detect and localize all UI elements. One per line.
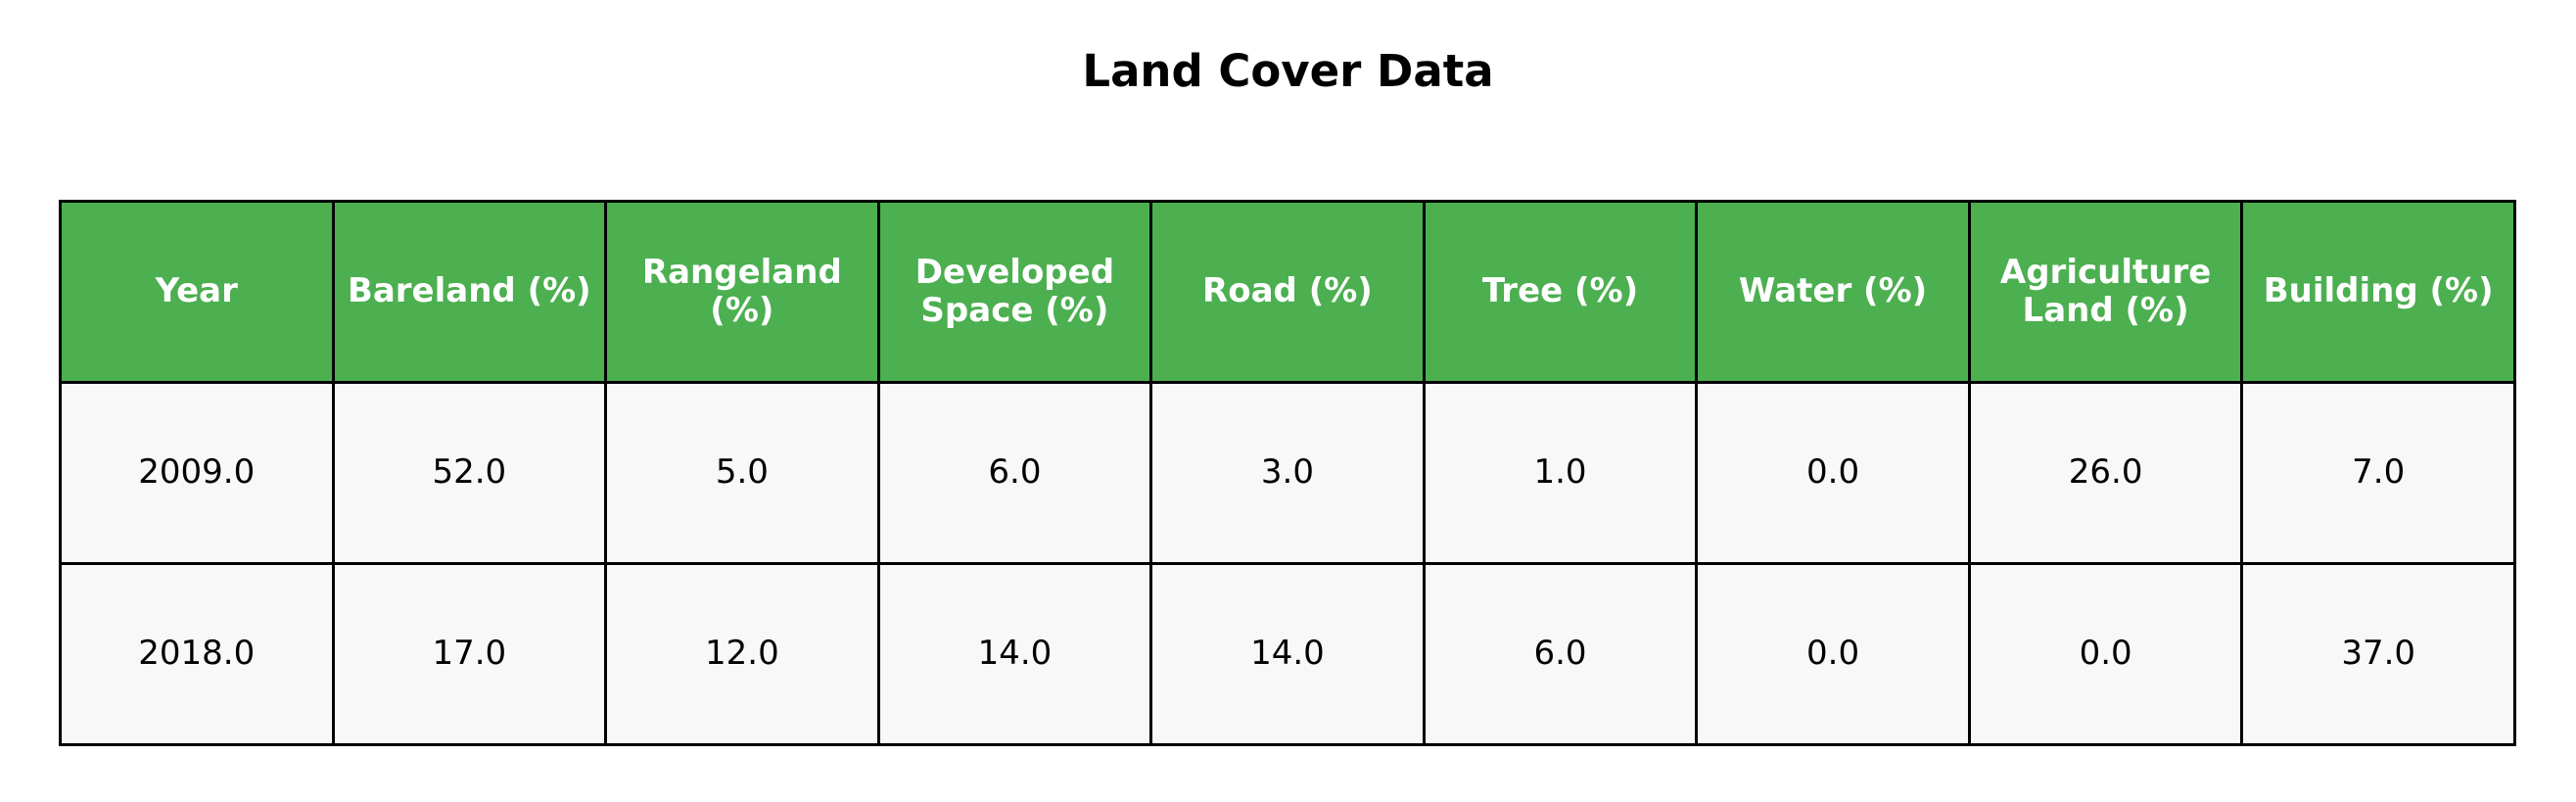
table-cell: 0.0 (1695, 562, 1971, 746)
header-row: Year Bareland (%) Rangeland (%) Develope… (59, 200, 2516, 384)
table-cell: 52.0 (331, 381, 608, 565)
header-cell-road: Road (%) (1149, 200, 1426, 384)
header-cell-year: Year (59, 200, 335, 384)
table-cell: 6.0 (1422, 562, 1699, 746)
table-cell: 12.0 (604, 562, 880, 746)
table-cell: 3.0 (1149, 381, 1426, 565)
header-cell-agriculture-land: Agriculture Land (%) (1967, 200, 2244, 384)
table-cell: 26.0 (1967, 381, 2244, 565)
table-cell: 37.0 (2240, 562, 2516, 746)
table-row: 2018.0 17.0 12.0 14.0 14.0 6.0 0.0 0.0 3… (59, 562, 2516, 746)
table-row: 2009.0 52.0 5.0 6.0 3.0 1.0 0.0 26.0 7.0 (59, 381, 2516, 565)
table-cell: 17.0 (331, 562, 608, 746)
table-cell: 14.0 (876, 562, 1153, 746)
table-cell: 7.0 (2240, 381, 2516, 565)
table-cell: 1.0 (1422, 381, 1699, 565)
table-cell: 14.0 (1149, 562, 1426, 746)
table-cell: 2009.0 (59, 381, 335, 565)
header-cell-rangeland: Rangeland (%) (604, 200, 880, 384)
header-cell-developed-space: Developed Space (%) (876, 200, 1153, 384)
table-cell: 0.0 (1695, 381, 1971, 565)
table-cell: 6.0 (876, 381, 1153, 565)
chart-title: Land Cover Data (1082, 45, 1494, 97)
header-cell-building: Building (%) (2240, 200, 2516, 384)
table-cell: 2018.0 (59, 562, 335, 746)
table-cell: 5.0 (604, 381, 880, 565)
header-cell-bareland: Bareland (%) (331, 200, 608, 384)
table-cell: 0.0 (1967, 562, 2244, 746)
land-cover-table: Year Bareland (%) Rangeland (%) Develope… (59, 200, 2516, 746)
header-cell-tree: Tree (%) (1422, 200, 1699, 384)
header-cell-water: Water (%) (1695, 200, 1971, 384)
